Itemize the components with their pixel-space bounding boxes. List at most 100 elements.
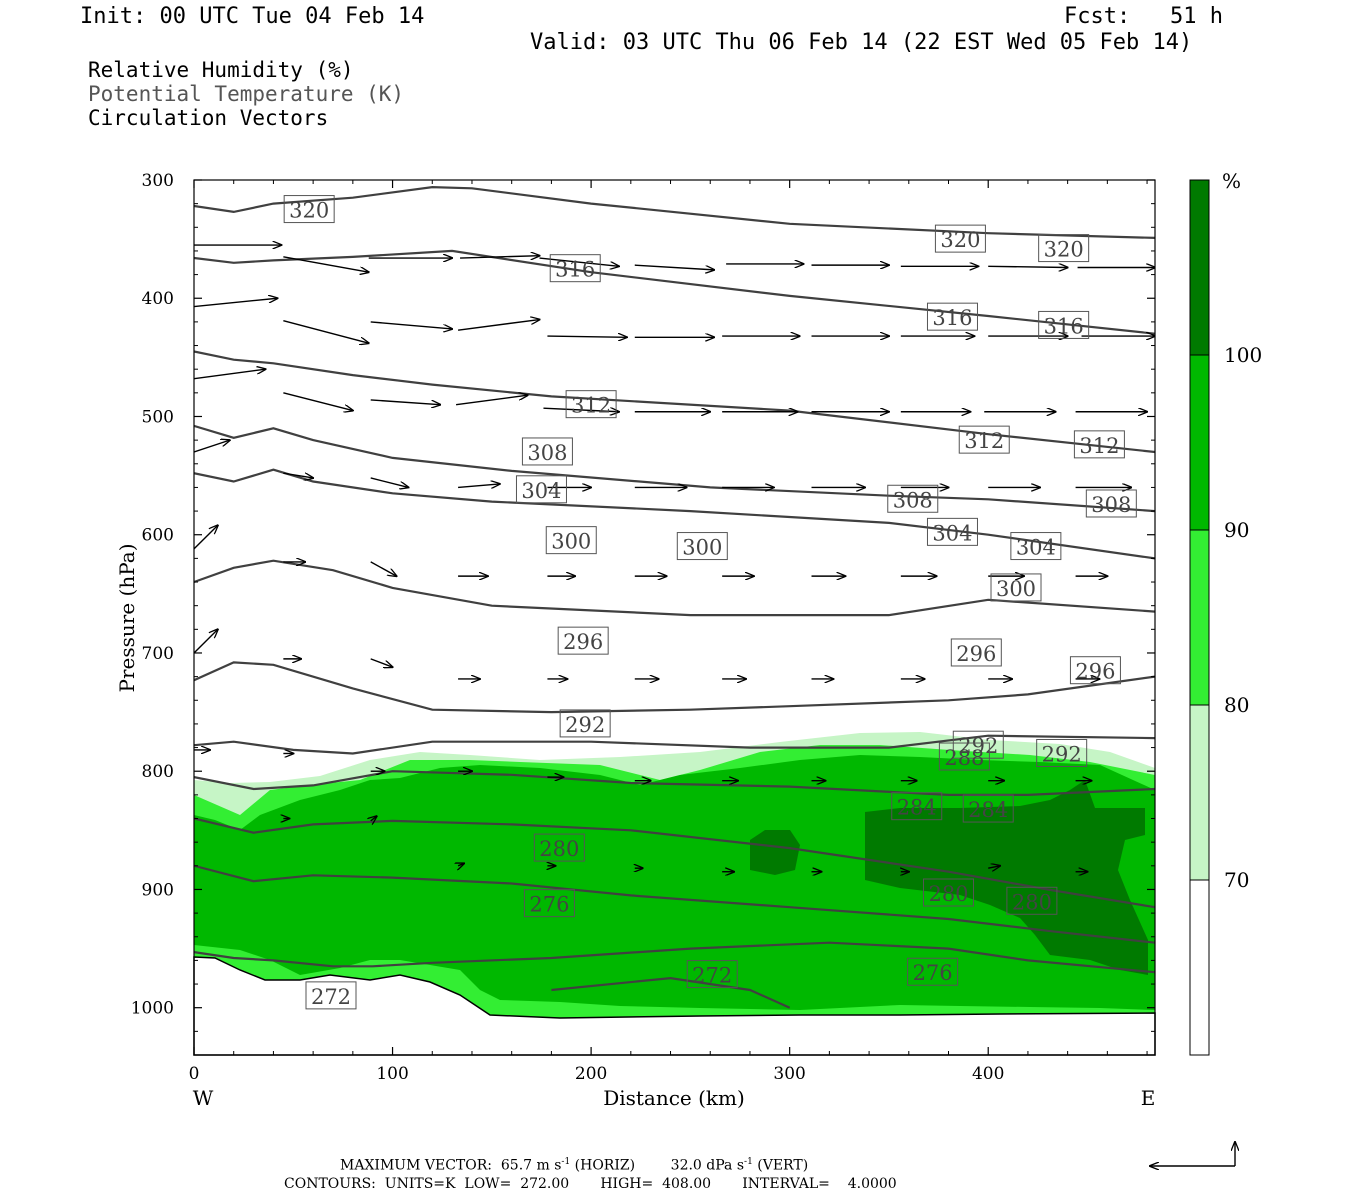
colorbar-segment (1189, 529, 1210, 706)
svg-text:288: 288 (944, 746, 984, 770)
svg-text:292: 292 (958, 734, 998, 758)
theta-label-308: 308 (521, 437, 573, 466)
circulation-vector (194, 369, 265, 380)
theta-label-312: 312 (958, 425, 1010, 454)
circulation-vector (547, 336, 626, 337)
x-tick-label: 300 (773, 1064, 805, 1084)
svg-text:272: 272 (311, 985, 351, 1009)
theta-label-308: 308 (887, 484, 939, 513)
y-tick-label: 1000 (131, 999, 174, 1019)
theta-label-288: 288 (938, 742, 990, 771)
theta-label-320: 320 (934, 224, 986, 253)
circulation-vector (634, 264, 714, 270)
rh-100-plus-region (750, 830, 800, 875)
y-tick-label: 500 (142, 407, 174, 427)
circulation-vector (194, 298, 277, 308)
axes: 300 400 500 600 700 800 900 1000 0 100 200 300 400 (131, 171, 1155, 1084)
y-tick-label: 700 (142, 644, 174, 664)
svg-text:280: 280 (928, 882, 968, 906)
svg-text:308: 308 (1091, 493, 1131, 517)
legend-circulation-vectors: Circulation Vectors (88, 106, 329, 130)
x-tick-label: 100 (376, 1064, 408, 1084)
x-axis-east-label: E (1141, 1086, 1156, 1110)
theta-label-296: 296 (950, 638, 1002, 667)
theta-contour-316 (194, 249, 1155, 335)
svg-text:284: 284 (897, 796, 937, 820)
circulation-vector (458, 863, 464, 865)
init-time: Init: 00 UTC Tue 04 Feb 14 (80, 4, 425, 29)
svg-text:316: 316 (555, 258, 595, 282)
theta-contour-272 (551, 976, 791, 1009)
y-tick-label: 300 (142, 171, 174, 191)
theta-contour-304 (194, 468, 1155, 560)
colorbar: 70 80 90 100% (1189, 169, 1262, 1056)
theta-contour-296 (194, 661, 1155, 714)
theta-label-316: 316 (926, 302, 978, 331)
circulation-vector (370, 477, 409, 487)
circulation-vector (370, 658, 393, 667)
colorbar-label: 90 (1224, 518, 1249, 542)
circulation-vector (194, 525, 218, 550)
theta-label-292: 292 (559, 709, 611, 738)
svg-text:296: 296 (956, 642, 996, 666)
theta-label-316: 316 (549, 254, 601, 283)
forecast-hour: Fcst: 51 h (1064, 4, 1223, 29)
legend-relative-humidity: Relative Humidity (%) (88, 58, 354, 82)
theta-contour-292 (194, 734, 1155, 755)
terrain (193, 956, 1156, 1056)
svg-text:280: 280 (1012, 890, 1052, 914)
circulation-vector (194, 440, 230, 453)
theta-label-272: 272 (686, 960, 738, 989)
circulation-vector (371, 816, 377, 821)
circulation-vector (194, 629, 218, 654)
theta-label-280: 280 (533, 833, 585, 862)
theta-label-284: 284 (962, 794, 1014, 823)
svg-text:300: 300 (682, 536, 722, 560)
svg-text:296: 296 (1075, 660, 1115, 684)
x-tick-label: 200 (575, 1064, 607, 1084)
colorbar-label: 100 (1224, 343, 1262, 367)
svg-text:320: 320 (940, 228, 980, 252)
reference-vector (1150, 1142, 1235, 1166)
theta-contour-276 (194, 941, 1155, 974)
theta-label-304: 304 (515, 475, 567, 504)
plot-frame (193, 179, 1156, 1056)
svg-text:292: 292 (1042, 742, 1082, 766)
x-axis-west-label: W (193, 1086, 214, 1110)
rh-100-plus-region (865, 780, 1148, 975)
legend-potential-temperature: Potential Temperature (K) (88, 82, 405, 106)
svg-text:300: 300 (551, 530, 591, 554)
theta-contour-300 (194, 559, 1155, 617)
theta-label-292: 292 (952, 730, 1004, 759)
theta-label-308: 308 (1085, 489, 1137, 518)
svg-text:308: 308 (893, 488, 933, 512)
circulation-vector (283, 392, 352, 411)
y-tick-label: 800 (142, 762, 174, 782)
svg-text:304: 304 (521, 479, 561, 503)
circulation-vector (283, 320, 368, 343)
colorbar-label: 80 (1224, 693, 1249, 717)
circulation-vector (988, 266, 1067, 267)
max-vector-line: MAXIMUM VECTOR: 65.7 m s-1 (HORIZ) 32.0 … (340, 1157, 809, 1174)
circulation-vectors (194, 245, 1155, 872)
theta-label-296: 296 (1069, 656, 1121, 685)
theta-label-312: 312 (1073, 430, 1125, 459)
theta-label-284: 284 (891, 792, 943, 821)
theta-label-300: 300 (990, 573, 1042, 602)
circulation-vector (458, 484, 500, 488)
svg-text:316: 316 (932, 306, 972, 330)
rh-shading (194, 732, 1155, 1020)
y-tick-label: 900 (142, 880, 174, 900)
theta-label-296: 296 (557, 626, 609, 655)
colorbar-label: 70 (1224, 868, 1249, 892)
svg-text:316: 316 (1044, 314, 1084, 338)
colorbar-segment (1189, 704, 1210, 881)
svg-text:284: 284 (968, 798, 1008, 822)
svg-text:272: 272 (692, 964, 732, 988)
x-tick-label: 400 (972, 1064, 1004, 1084)
theta-label-272: 272 (305, 981, 357, 1010)
svg-text:320: 320 (1044, 238, 1084, 262)
x-tick-label: 0 (189, 1064, 200, 1084)
svg-text:304: 304 (1016, 536, 1056, 560)
